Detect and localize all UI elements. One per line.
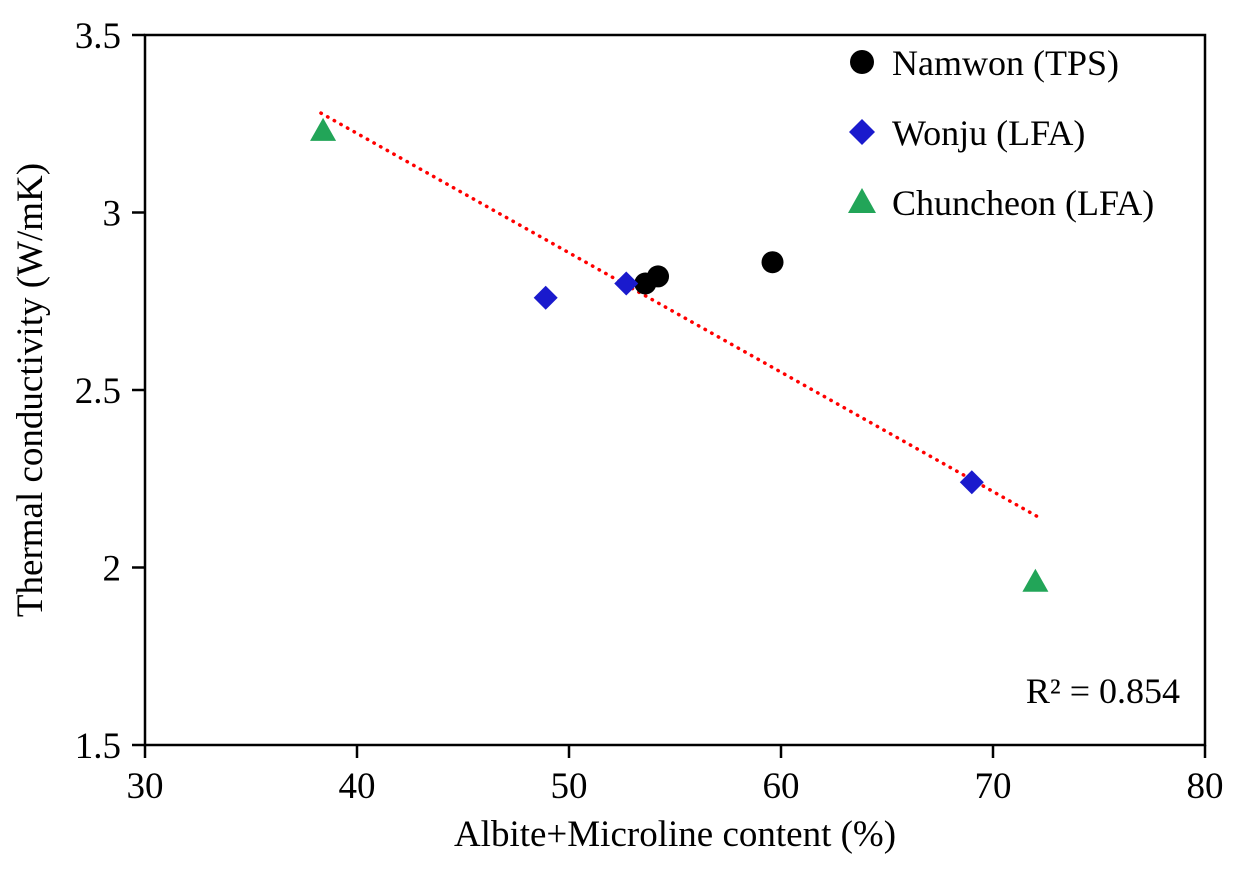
triangle-marker: [1022, 568, 1049, 592]
r-squared-annotation: R² = 0.854: [1026, 671, 1180, 711]
diamond-marker: [614, 271, 639, 296]
x-axis-label: Albite+Microline content (%): [454, 814, 896, 855]
y-axis-label: Thermal conductivity (W/mK): [10, 163, 51, 617]
legend-label: Wonju (LFA): [892, 113, 1085, 153]
trendline-layer: [319, 111, 1042, 520]
legend: Namwon (TPS) Wonju (LFA) Chuncheon (LFA): [848, 43, 1154, 223]
x-tick-label: 80: [1187, 766, 1224, 807]
x-tick-label: 60: [763, 766, 800, 807]
circle-marker: [850, 50, 874, 74]
series-circle: [634, 251, 784, 295]
triangle-marker: [848, 188, 876, 213]
circle-marker: [761, 251, 784, 274]
diamond-marker: [533, 285, 558, 310]
x-tick-label: 40: [339, 766, 376, 807]
x-tick-label: 50: [551, 766, 588, 807]
legend-item: Chuncheon (LFA): [848, 183, 1154, 223]
circle-marker: [647, 265, 670, 288]
y-tick-label: 3: [103, 194, 122, 235]
diamond-marker: [849, 119, 875, 145]
legend-item: Namwon (TPS): [850, 43, 1119, 83]
axis-ticks: 30 40 50 60 70 80 1.5 2 2.5 3 3.5: [75, 16, 1224, 807]
diamond-marker: [959, 470, 984, 495]
y-tick-label: 2.5: [75, 371, 121, 412]
legend-label: Chuncheon (LFA): [892, 183, 1154, 223]
series-diamond: [533, 271, 984, 495]
x-tick-label: 70: [975, 766, 1012, 807]
y-tick-label: 1.5: [75, 726, 121, 767]
triangle-marker: [310, 117, 337, 141]
y-tick-label: 3.5: [75, 16, 121, 57]
data-points-layer: [310, 117, 1049, 592]
legend-item: Wonju (LFA): [849, 113, 1085, 153]
y-tick-label: 2: [103, 549, 122, 590]
trendline: [319, 111, 1042, 520]
legend-label: Namwon (TPS): [892, 43, 1119, 83]
series-triangle: [310, 117, 1049, 592]
x-tick-label: 30: [127, 766, 164, 807]
